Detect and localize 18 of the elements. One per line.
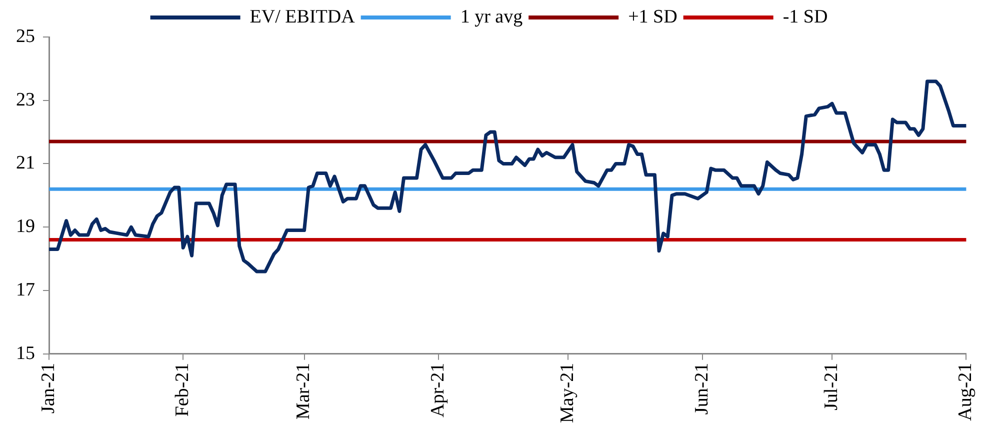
x-tick-label: Jul-21 xyxy=(821,362,842,410)
x-tick-label: Apr-21 xyxy=(427,362,448,418)
y-tick-label: 21 xyxy=(16,152,35,174)
x-tick-label: Feb-21 xyxy=(172,362,194,417)
y-tick-label: 25 xyxy=(16,26,35,47)
legend-label: +1 SD xyxy=(628,6,678,28)
y-tick-label: 15 xyxy=(16,342,35,364)
y-tick-label: 23 xyxy=(16,89,35,110)
x-tick-label: May-21 xyxy=(557,362,578,423)
y-tick-label: 17 xyxy=(16,279,35,300)
legend-label: EV/ EBITDA xyxy=(250,6,356,28)
legend-label: 1 yr avg xyxy=(460,6,524,28)
y-tick-label: 19 xyxy=(16,216,35,238)
x-tick-label: Mar-21 xyxy=(293,362,314,420)
x-tick-label: Jan-21 xyxy=(38,362,59,414)
x-tick-label: Aug-21 xyxy=(955,362,976,421)
legend-label: -1 SD xyxy=(782,6,828,28)
x-tick-label: Jun-21 xyxy=(691,362,712,415)
